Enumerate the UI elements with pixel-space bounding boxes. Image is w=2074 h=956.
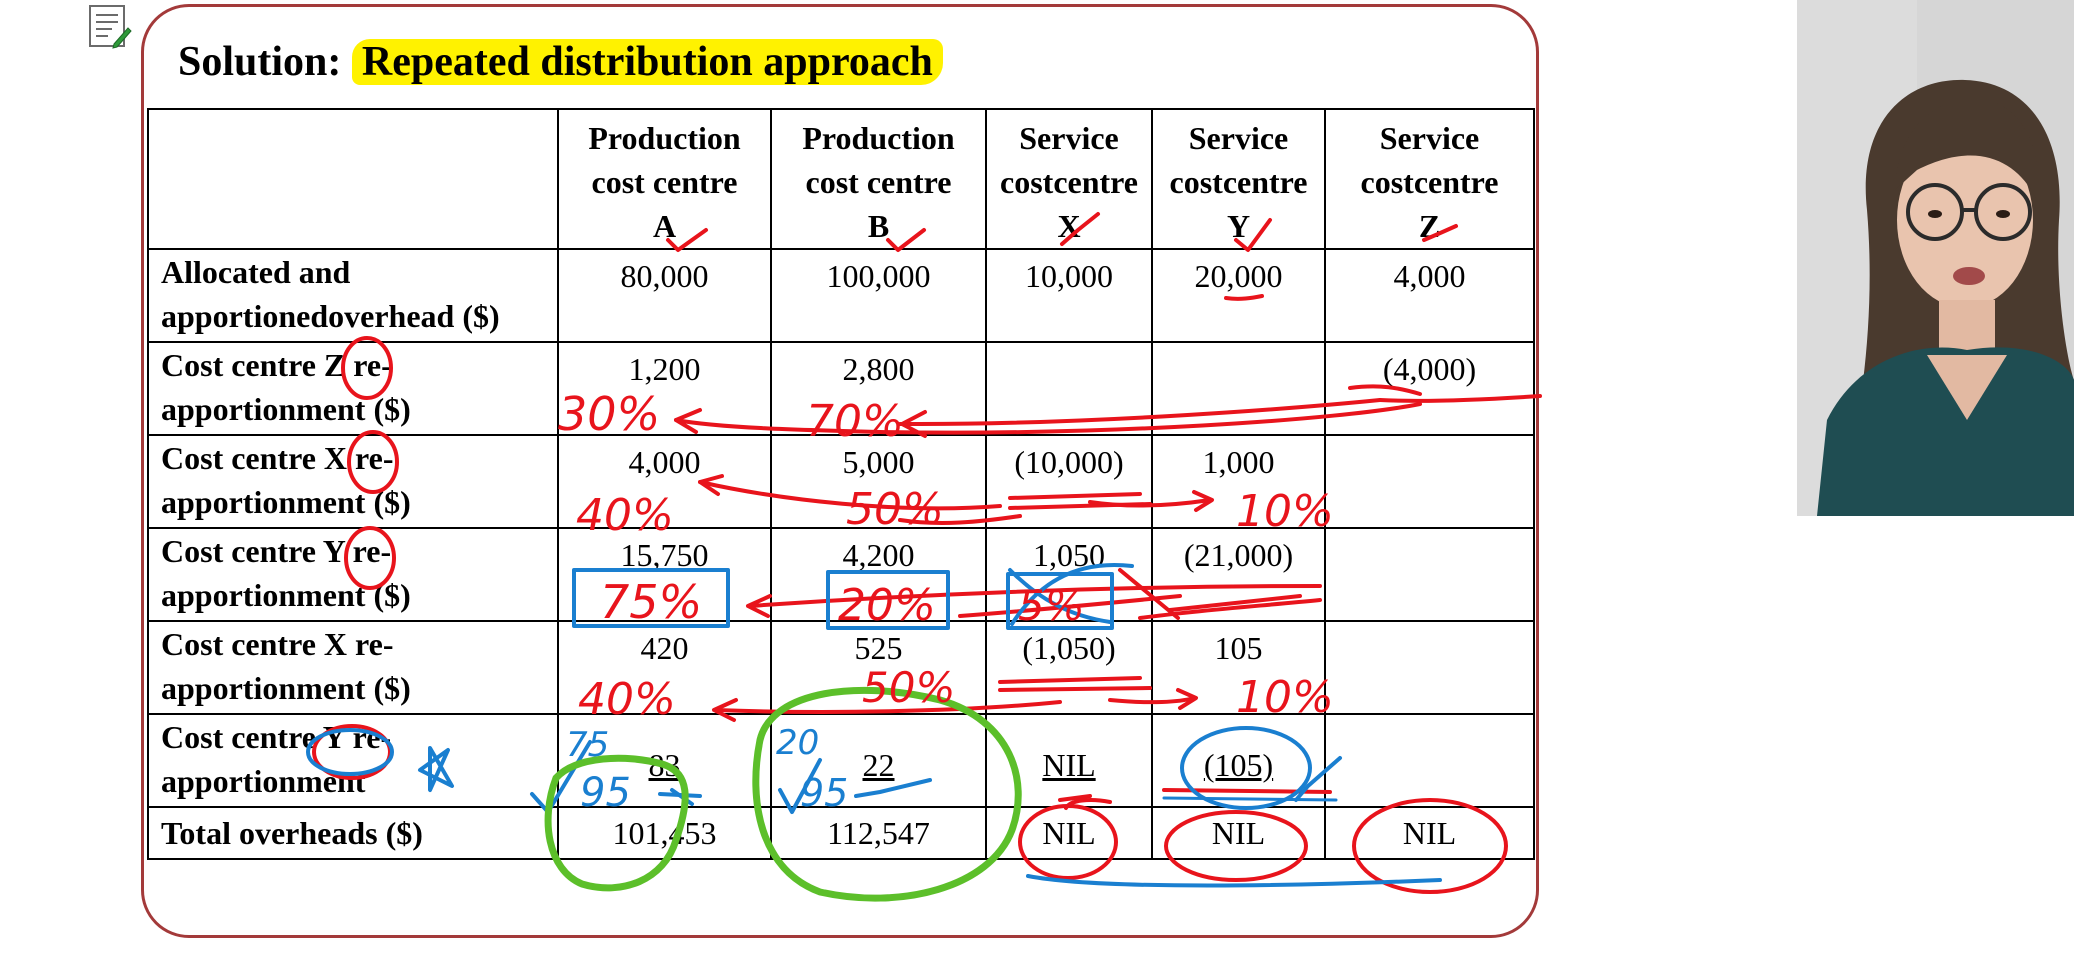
- row-label: Cost centre Y re- apportionment ($): [147, 527, 559, 622]
- header-service-x: Service costcentre X: [985, 108, 1153, 250]
- cell-y: (105): [1151, 713, 1326, 808]
- header-line: X: [1057, 208, 1081, 244]
- cell-b: 4,200: [770, 527, 987, 622]
- header-line: B: [867, 208, 890, 244]
- cell-z: [1324, 434, 1535, 529]
- cell-a: 15,750: [557, 527, 772, 622]
- row-label: Cost centre Z re- apportionment ($): [147, 341, 559, 436]
- table-row: Cost centre Y re- apportionment ($) 15,7…: [147, 527, 1535, 622]
- row-label-line: Cost centre Z re-: [161, 347, 392, 383]
- row-label: Cost centre X re- apportionment ($): [147, 434, 559, 529]
- cell-b: 525: [770, 620, 987, 715]
- cell-x: (10,000): [985, 434, 1153, 529]
- row-label-line: apportionment ($): [161, 577, 411, 613]
- distribution-table: Production cost centre A Production cost…: [147, 108, 1535, 860]
- cell-a: 420: [557, 620, 772, 715]
- cell-z: [1324, 713, 1535, 808]
- row-label: Cost centre X re- apportionment ($): [147, 620, 559, 715]
- cell-x: 10,000: [985, 248, 1153, 343]
- notes-icon[interactable]: [88, 4, 132, 50]
- table-row: Cost centre Y re- apportionment 83 22 NI…: [147, 713, 1535, 808]
- cell-y: 105: [1151, 620, 1326, 715]
- header-line: Service: [1188, 120, 1289, 156]
- cell-b-value: 22: [862, 747, 895, 783]
- row-label-line: apportionment ($): [161, 391, 411, 427]
- header-line: Z: [1418, 208, 1441, 244]
- cell-z: [1324, 620, 1535, 715]
- table-row-total: Total overheads ($) 101,453 112,547 NIL …: [147, 806, 1535, 860]
- cell-a: 80,000: [557, 248, 772, 343]
- header-line: A: [652, 208, 677, 244]
- cell-y: [1151, 341, 1326, 436]
- title-prefix: Solution:: [178, 39, 342, 85]
- cell-a-value: 83: [648, 747, 681, 783]
- row-label: Total overheads ($): [147, 806, 559, 860]
- header-line: costcentre: [1000, 164, 1138, 200]
- row-label-line: apportionment ($): [161, 484, 411, 520]
- cell-y-value: (105): [1203, 747, 1274, 783]
- cell-z: 4,000: [1324, 248, 1535, 343]
- row-label-line: Cost centre Y re-: [161, 533, 392, 569]
- row-label-line: apportionment ($): [161, 670, 411, 706]
- row-label-line: Total overheads ($): [161, 815, 423, 851]
- row-label-line: Cost centre Y re-: [161, 719, 392, 755]
- cell-y: NIL: [1151, 806, 1326, 860]
- row-label-line: Cost centre X re-: [161, 626, 394, 662]
- cell-a: 83: [557, 713, 772, 808]
- cell-x: NIL: [985, 713, 1153, 808]
- header-line: Service: [1019, 120, 1119, 156]
- header-service-z: Service costcentre Z: [1324, 108, 1535, 250]
- cell-x: NIL: [985, 806, 1153, 860]
- cell-z: (4,000): [1324, 341, 1535, 436]
- header-service-y: Service costcentre Y: [1151, 108, 1326, 250]
- header-line: cost centre: [591, 164, 738, 200]
- table-row: Cost centre X re- apportionment ($) 420 …: [147, 620, 1535, 715]
- cell-z: [1324, 527, 1535, 622]
- header-blank: [147, 108, 559, 250]
- header-line: Production: [588, 120, 741, 156]
- row-label: Allocated and apportionedoverhead ($): [147, 248, 559, 343]
- cell-a: 4,000: [557, 434, 772, 529]
- cell-a: 1,200: [557, 341, 772, 436]
- cell-x: 1,050: [985, 527, 1153, 622]
- title-highlight: Repeated distribution approach: [351, 39, 943, 85]
- table-header-row: Production cost centre A Production cost…: [147, 108, 1535, 250]
- row-label-line: Allocated and: [161, 254, 351, 290]
- cell-x: [985, 341, 1153, 436]
- table-row: Cost centre X re- apportionment ($) 4,00…: [147, 434, 1535, 529]
- cell-y: (21,000): [1151, 527, 1326, 622]
- table-row: Cost centre Z re- apportionment ($) 1,20…: [147, 341, 1535, 436]
- cell-y: 20,000: [1151, 248, 1326, 343]
- cell-b: 22: [770, 713, 987, 808]
- cell-b: 2,800: [770, 341, 987, 436]
- header-line: Service: [1379, 120, 1480, 156]
- row-label: Cost centre Y re- apportionment: [147, 713, 559, 808]
- cell-b: 112,547: [770, 806, 987, 860]
- slide-title: Solution: Repeated distribution approach: [178, 34, 943, 90]
- table-row: Allocated and apportionedoverhead ($) 80…: [147, 248, 1535, 343]
- presenter-illustration: [1797, 0, 2074, 516]
- row-label-line: Cost centre X re-: [161, 440, 394, 476]
- cell-x: (1,050): [985, 620, 1153, 715]
- cell-x-value: NIL: [1042, 747, 1096, 783]
- header-line: Production: [802, 120, 955, 156]
- header-production-a: Production cost centre A: [557, 108, 772, 250]
- row-label-line: apportionedoverhead ($): [161, 298, 500, 334]
- cell-z: NIL: [1324, 806, 1535, 860]
- cell-b: 100,000: [770, 248, 987, 343]
- header-line: Y: [1226, 208, 1251, 244]
- row-label-line: apportionment: [161, 763, 366, 799]
- presenter-video: [1797, 0, 2074, 516]
- header-line: costcentre: [1360, 164, 1499, 200]
- cell-b: 5,000: [770, 434, 987, 529]
- header-line: cost centre: [805, 164, 952, 200]
- header-production-b: Production cost centre B: [770, 108, 987, 250]
- cell-y: 1,000: [1151, 434, 1326, 529]
- cell-a: 101,453: [557, 806, 772, 860]
- header-line: costcentre: [1169, 164, 1308, 200]
